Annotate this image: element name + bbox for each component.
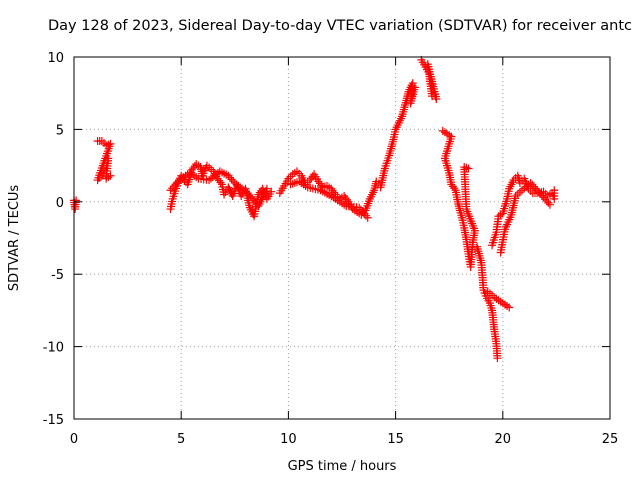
y-tick-label: 5 (56, 123, 64, 138)
data-point (171, 180, 180, 189)
data-point (515, 188, 524, 197)
data-point (544, 198, 553, 207)
data-point (173, 178, 182, 187)
grid-lines (74, 57, 610, 419)
x-tick-label: 10 (280, 432, 297, 447)
x-tick-label: 5 (177, 432, 185, 447)
data-point (166, 186, 175, 195)
x-tick-label: 20 (495, 432, 512, 447)
x-axis-label: GPS time / hours (288, 459, 397, 474)
data-point (545, 200, 554, 209)
y-tick-label: -5 (51, 268, 64, 283)
x-tick-label: 25 (602, 432, 619, 447)
data-point (168, 184, 177, 193)
data-point (104, 173, 113, 182)
data-point (462, 163, 471, 172)
data-point (372, 177, 381, 186)
data-point (262, 184, 271, 193)
data-point (355, 203, 364, 212)
plot-frame (73, 56, 611, 420)
data-point (97, 136, 106, 145)
data-point (72, 196, 81, 205)
y-axis-label: SDTVAR / TECUs (7, 185, 22, 292)
data-point (493, 354, 502, 363)
data-point (450, 184, 459, 193)
data-point (220, 169, 229, 178)
data-point (464, 164, 473, 173)
data-point (267, 187, 276, 196)
data-point (428, 92, 437, 101)
y-tick-label: -10 (43, 341, 64, 356)
data-point (363, 213, 372, 222)
data-point (410, 83, 419, 92)
chart-title: Day 128 of 2023, Sidereal Day-to-day VTE… (48, 18, 632, 34)
data-point (507, 180, 516, 189)
y-tick-label: 0 (56, 196, 64, 211)
data-point (362, 211, 371, 220)
data-point (505, 303, 514, 312)
data-point (356, 205, 365, 214)
y-tick-label: -15 (43, 413, 64, 428)
data-points (70, 55, 559, 363)
data-point (216, 178, 225, 187)
data-point (550, 186, 559, 195)
data-point (518, 186, 527, 195)
data-point (343, 195, 352, 204)
y-tick-label: 10 (47, 51, 64, 66)
data-point (106, 171, 115, 180)
x-tick-label: 15 (387, 432, 404, 447)
axis-ticks: 0 5 10 15 20 25 -15 -10 -5 0 5 10 (43, 51, 619, 447)
x-tick-label: 0 (70, 432, 78, 447)
data-point (286, 172, 295, 181)
data-point (292, 178, 301, 187)
data-point (358, 207, 367, 216)
data-point (241, 187, 250, 196)
data-point (169, 182, 178, 191)
data-point (360, 209, 369, 218)
